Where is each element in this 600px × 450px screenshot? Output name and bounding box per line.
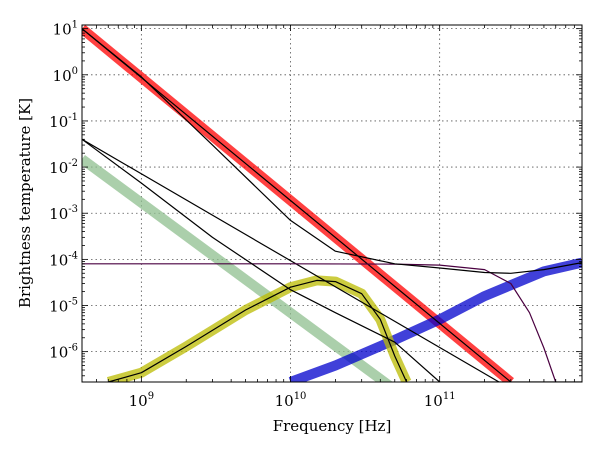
y-tick-base: 10: [49, 298, 68, 316]
x-tick-label: 1011: [424, 391, 456, 410]
y-tick-exponent: -6: [68, 343, 78, 354]
y-tick-base: 10: [49, 113, 68, 131]
y-tick-label: 100: [53, 66, 78, 85]
x-tick-base: 10: [424, 392, 443, 410]
series-line-6: [108, 279, 408, 382]
y-tick-label: 10-2: [49, 158, 78, 177]
x-tick-label: 109: [129, 391, 154, 410]
y-tick-base: 10: [49, 344, 68, 362]
series-band-0: [82, 154, 393, 382]
x-tick-base: 10: [275, 392, 294, 410]
y-tick-exponent: -5: [68, 297, 78, 308]
plot-frame: [81, 24, 583, 383]
x-tick-exponent: 9: [148, 391, 154, 402]
series-line-7: [82, 263, 557, 382]
y-tick-label: 10-1: [49, 112, 78, 131]
y-axis-label: Brightness temperature [K]: [16, 98, 34, 308]
y-tick-label: 10-6: [49, 343, 78, 362]
y-tick-base: 10: [53, 67, 72, 85]
series-band-2: [288, 257, 582, 382]
tick-marks: [81, 25, 583, 382]
y-tick-label: 101: [53, 20, 78, 39]
x-tick-labels: 109 1010 1011: [129, 391, 456, 410]
y-tick-base: 10: [49, 159, 68, 177]
series-group: [82, 25, 582, 382]
y-tick-label: 10-5: [49, 297, 78, 316]
y-tick-label: 10-3: [49, 204, 78, 223]
y-tick-base: 10: [49, 205, 68, 223]
y-tick-exponent: 1: [72, 20, 78, 31]
x-axis-label: Frequency [Hz]: [273, 417, 392, 435]
y-tick-exponent: -3: [68, 204, 78, 215]
series-line-5: [82, 138, 500, 382]
y-tick-exponent: -2: [68, 158, 78, 169]
x-tick-base: 10: [129, 392, 148, 410]
series-line-8: [82, 138, 582, 382]
y-tick-label: 10-4: [49, 250, 78, 269]
y-tick-exponent: -4: [68, 250, 78, 261]
x-tick-label: 1010: [275, 391, 307, 410]
y-tick-exponent: -1: [68, 112, 78, 123]
series-line-9: [82, 28, 582, 274]
x-tick-exponent: 11: [443, 391, 456, 402]
y-tick-base: 10: [49, 251, 68, 269]
x-tick-exponent: 10: [294, 391, 307, 402]
y-tick-exponent: 0: [72, 66, 78, 77]
series-line-4: [82, 28, 512, 382]
y-tick-base: 10: [53, 21, 72, 39]
